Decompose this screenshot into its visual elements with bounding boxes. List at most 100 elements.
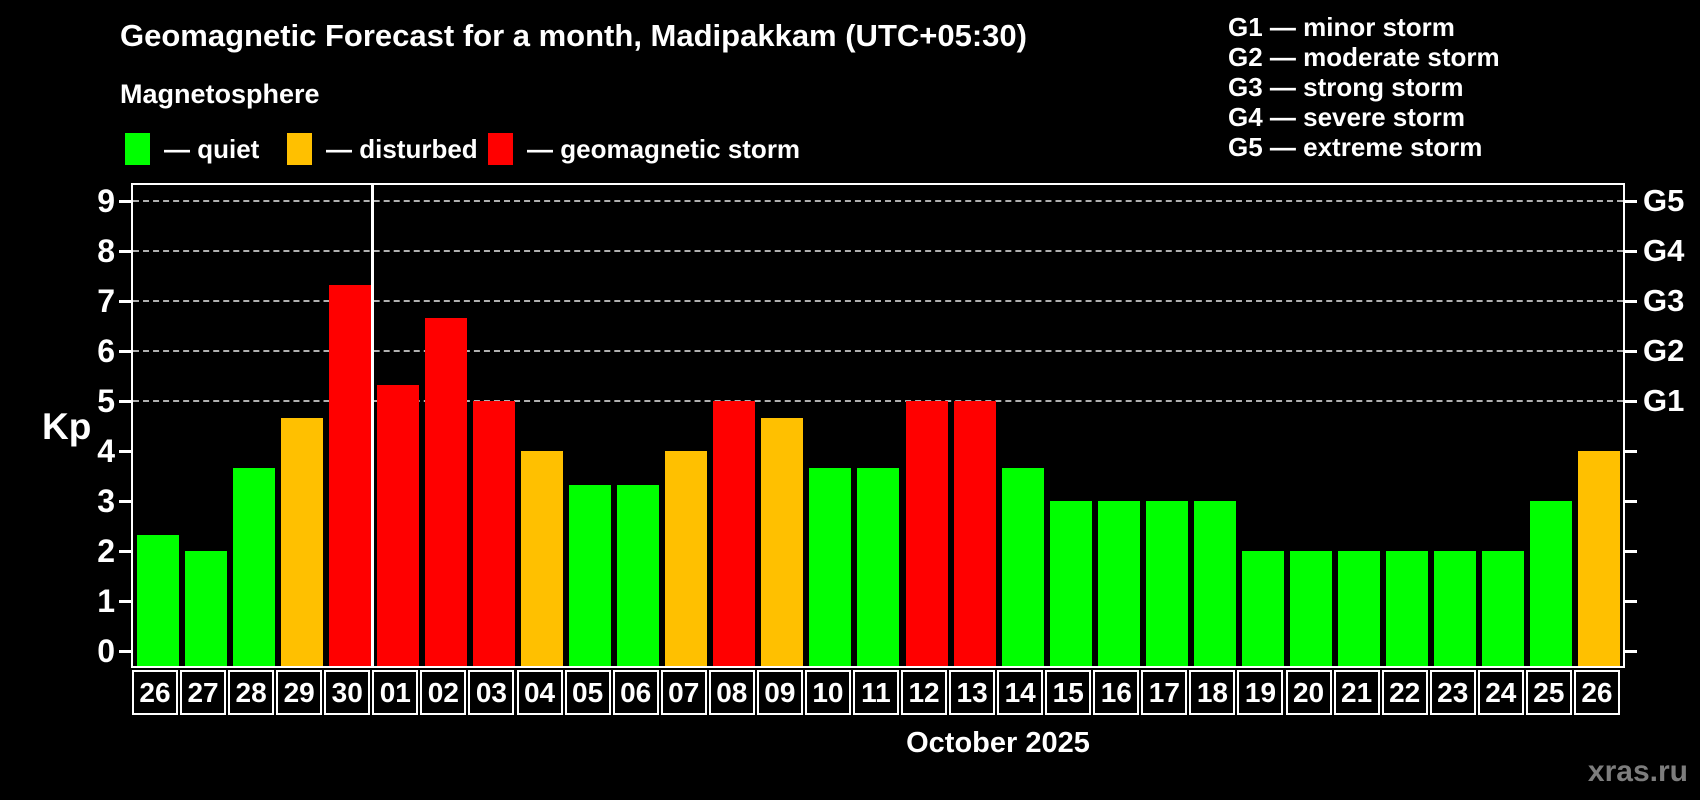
date-cell-25: 25 bbox=[1525, 670, 1572, 715]
date-cell-21: 21 bbox=[1333, 670, 1380, 715]
date-cell-16: 16 bbox=[1093, 670, 1140, 715]
y-axis-tick-label-7: 7 bbox=[97, 283, 115, 319]
date-cell-02: 02 bbox=[420, 670, 467, 715]
date-cell-27: 27 bbox=[180, 670, 227, 715]
date-cell-24: 24 bbox=[1477, 670, 1524, 715]
g-level-label-g3: G3 bbox=[1643, 283, 1685, 318]
date-cell-11: 11 bbox=[852, 670, 899, 715]
y-axis-tick-left bbox=[119, 599, 131, 603]
kp-bar-day-22 bbox=[1386, 551, 1429, 666]
kp-9-gridline bbox=[133, 200, 1623, 202]
kp-bar-day-20 bbox=[1290, 551, 1333, 666]
kp-bar-day-30 bbox=[328, 284, 371, 666]
y-axis-tick-label-9: 9 bbox=[97, 183, 115, 219]
kp-5-gridline bbox=[133, 400, 1623, 402]
date-cell-29: 29 bbox=[276, 670, 323, 715]
kp-bar-day-05 bbox=[569, 484, 612, 666]
g-level-label-g5: G5 bbox=[1643, 183, 1685, 218]
kp-axis-label: Kp bbox=[42, 406, 92, 447]
kp-7-gridline bbox=[133, 300, 1623, 302]
y-axis-tick-left bbox=[119, 499, 131, 503]
kp-bar-day-04 bbox=[521, 451, 564, 666]
watermark: xras.ru bbox=[1587, 755, 1688, 788]
storm-color-swatch bbox=[488, 133, 513, 165]
date-cell-01: 01 bbox=[372, 670, 419, 715]
kp-bar-day-13 bbox=[953, 401, 996, 666]
kp-bar-day-26 bbox=[1578, 451, 1621, 666]
kp-bar-day-10 bbox=[809, 467, 852, 666]
x-axis-title: October 2025 bbox=[906, 727, 1090, 759]
date-cell-22: 22 bbox=[1381, 670, 1428, 715]
legend-item-storm: — geomagnetic storm bbox=[488, 133, 800, 165]
date-cell-28: 28 bbox=[228, 670, 275, 715]
kp-bar-day-21 bbox=[1338, 551, 1381, 666]
kp-6-gridline bbox=[133, 350, 1623, 352]
legend-item-quiet: — quiet bbox=[125, 133, 259, 165]
date-cell-10: 10 bbox=[804, 670, 851, 715]
date-cell-20: 20 bbox=[1285, 670, 1332, 715]
y-axis-tick-right bbox=[1625, 649, 1637, 653]
kp-bar-day-24 bbox=[1482, 551, 1525, 666]
date-axis-row: 26 27 28 29 30 01 02 03 04 05 06 07 08 09 10 11 12 13 14 15… bbox=[131, 670, 1625, 716]
y-axis-tick-right bbox=[1625, 449, 1637, 453]
date-cell-15: 15 bbox=[1045, 670, 1092, 715]
date-cell-14: 14 bbox=[997, 670, 1044, 715]
kp-bar-day-09 bbox=[761, 417, 804, 666]
y-axis-tick-label-8: 8 bbox=[97, 233, 115, 269]
g-scale-legend: G1 — minor storm G2 — moderate storm G3 … bbox=[1228, 12, 1500, 162]
g-legend-item-g2: G2 — moderate storm bbox=[1228, 42, 1500, 72]
kp-bar-day-11 bbox=[857, 467, 900, 666]
y-axis-tick-right bbox=[1625, 199, 1637, 203]
g-level-label-g2: G2 bbox=[1643, 333, 1685, 368]
quiet-color-swatch bbox=[125, 133, 150, 165]
g-legend-item-g3: G3 — strong storm bbox=[1228, 72, 1464, 102]
kp-bar-day-27 bbox=[184, 551, 227, 666]
kp-bar-day-02 bbox=[424, 317, 467, 666]
kp-bar-day-06 bbox=[617, 484, 660, 666]
kp-bar-day-17 bbox=[1145, 501, 1188, 666]
y-axis-tick-right bbox=[1625, 499, 1637, 503]
date-cell-12: 12 bbox=[901, 670, 948, 715]
kp-bar-day-29 bbox=[280, 417, 323, 666]
g-legend-item-g1: G1 — minor storm bbox=[1228, 12, 1455, 42]
y-axis-tick-right bbox=[1625, 549, 1637, 553]
y-axis-tick-left bbox=[119, 449, 131, 453]
date-cell-19: 19 bbox=[1237, 670, 1284, 715]
date-cell-04: 04 bbox=[516, 670, 563, 715]
date-cell-26: 26 bbox=[1573, 670, 1620, 715]
kp-bar-day-12 bbox=[905, 401, 948, 666]
y-axis-tick-left bbox=[119, 299, 131, 303]
kp-bar-day-19 bbox=[1241, 551, 1284, 666]
date-cell-17: 17 bbox=[1141, 670, 1188, 715]
g-level-label-g4: G4 bbox=[1643, 233, 1685, 268]
g-legend-item-g5: G5 — extreme storm bbox=[1228, 132, 1483, 162]
y-axis-tick-label-1: 1 bbox=[97, 583, 115, 619]
kp-bar-day-28 bbox=[232, 467, 275, 666]
g-legend-item-g4: G4 — severe storm bbox=[1228, 102, 1466, 132]
y-axis-tick-left bbox=[119, 349, 131, 353]
legend-label-storm: — geomagnetic storm bbox=[527, 133, 801, 164]
date-cell-30: 30 bbox=[324, 670, 371, 715]
kp-bar-day-26 bbox=[136, 534, 179, 666]
kp-8-gridline bbox=[133, 250, 1623, 252]
legend-label-quiet: — quiet bbox=[164, 133, 260, 164]
date-cell-06: 06 bbox=[612, 670, 659, 715]
y-axis-tick-right bbox=[1625, 349, 1637, 353]
disturbed-color-swatch bbox=[287, 133, 312, 165]
y-axis-tick-right bbox=[1625, 399, 1637, 403]
g-level-label-g1: G1 bbox=[1643, 383, 1685, 418]
date-cell-08: 08 bbox=[708, 670, 755, 715]
date-cell-18: 18 bbox=[1189, 670, 1236, 715]
kp-bar-day-16 bbox=[1097, 501, 1140, 666]
kp-bar-day-18 bbox=[1193, 501, 1236, 666]
chart-title: Geomagnetic Forecast for a month, Madipa… bbox=[120, 18, 1027, 53]
y-axis-tick-left bbox=[119, 199, 131, 203]
y-axis-tick-label-5: 5 bbox=[97, 383, 115, 419]
y-axis-tick-left bbox=[119, 249, 131, 253]
legend-item-disturbed: — disturbed bbox=[287, 133, 478, 165]
y-axis-tick-label-4: 4 bbox=[97, 433, 115, 469]
kp-bar-day-23 bbox=[1434, 551, 1477, 666]
y-axis-tick-right bbox=[1625, 599, 1637, 603]
date-cell-05: 05 bbox=[564, 670, 611, 715]
date-cell-09: 09 bbox=[756, 670, 803, 715]
